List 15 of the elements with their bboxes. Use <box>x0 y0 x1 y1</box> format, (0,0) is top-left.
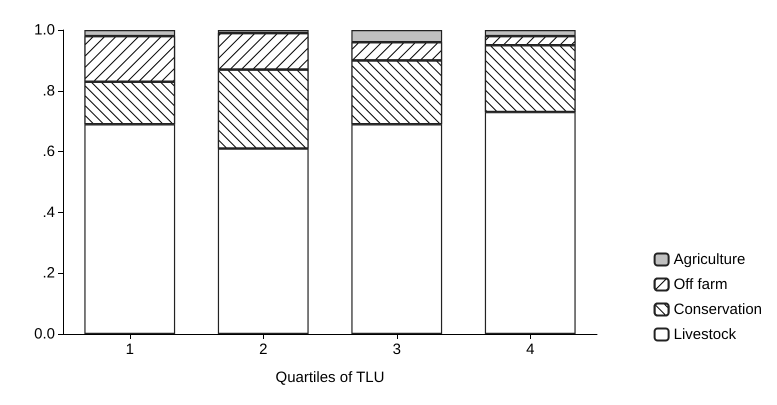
x-tick-label: 2 <box>259 341 268 358</box>
y-tick-label: .6 <box>42 143 55 160</box>
x-axis-title: Quartiles of TLU <box>276 369 384 386</box>
legend-label: Off farm <box>674 276 728 293</box>
x-tick-label: 4 <box>526 341 534 358</box>
y-tick-label: .4 <box>42 204 55 221</box>
y-tick-label: .2 <box>42 264 55 282</box>
x-tick-label: 1 <box>126 341 134 358</box>
legend-label: Livestock <box>674 326 737 343</box>
legend-label: Agriculture <box>674 251 746 268</box>
y-tick-label: .8 <box>42 82 55 100</box>
x-tick-label: 3 <box>392 341 401 358</box>
legend-label: Conservation <box>674 301 762 318</box>
y-tick-label: 0.0 <box>34 326 55 342</box>
y-tick-label: 1.0 <box>34 22 55 38</box>
